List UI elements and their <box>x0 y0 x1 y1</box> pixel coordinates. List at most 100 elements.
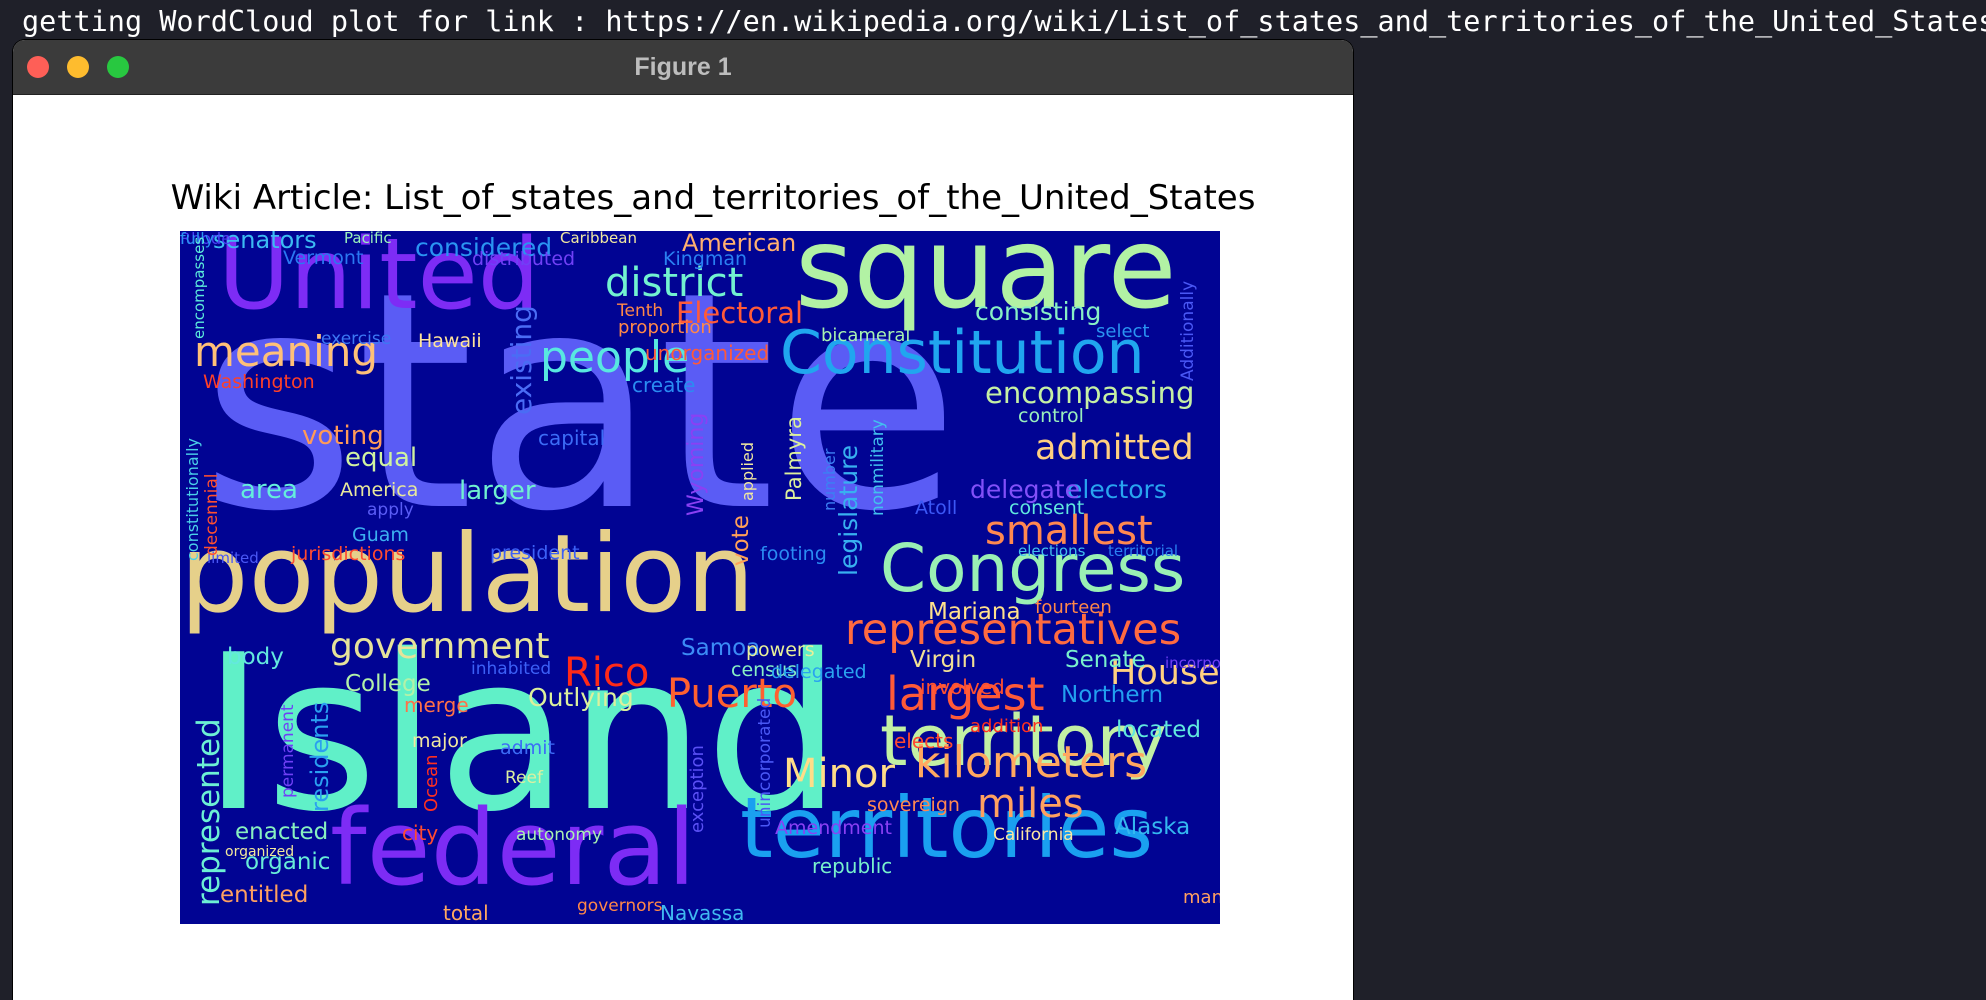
wordcloud-word: fourteen <box>1035 597 1112 618</box>
wordcloud-word: control <box>1018 405 1084 427</box>
window-titlebar[interactable]: Figure 1 <box>13 40 1353 95</box>
wordcloud-word: Tenth <box>617 301 664 321</box>
wordcloud-word: America <box>340 479 419 501</box>
wordcloud-word: Rico <box>564 650 650 696</box>
wordcloud-word: legislature <box>834 444 863 576</box>
wordcloud-word: located <box>1116 717 1201 743</box>
wordcloud-word: elections <box>1018 542 1086 560</box>
wordcloud-word: senators <box>213 231 317 254</box>
wordcloud-word: entitled <box>220 882 309 908</box>
wordcloud-word: territorial <box>1108 542 1179 560</box>
minimize-button[interactable] <box>67 56 89 78</box>
wordcloud-word: organic <box>245 849 331 875</box>
wordcloud-word: exercise <box>321 329 392 349</box>
wordcloud-word: area <box>240 475 298 505</box>
wordcloud-word: Samoa <box>681 635 761 661</box>
wordcloud-word: Washington <box>203 371 315 393</box>
wordcloud-word: Congress <box>880 530 1186 607</box>
wordcloud-word: distributed <box>472 248 576 270</box>
wordcloud-word: bicameral <box>821 325 911 346</box>
wordcloud-word: largest <box>886 667 1045 721</box>
wordcloud-word: delegated <box>771 661 867 683</box>
wordcloud-word: Guam <box>352 524 409 546</box>
wordcloud-word: square <box>795 231 1177 334</box>
wordcloud-word: Northern <box>1061 682 1164 708</box>
wordcloud-word: fully <box>180 231 215 248</box>
wordcloud-word: United <box>218 231 540 332</box>
wordcloud-word: larger <box>459 476 536 506</box>
figure-title: Wiki Article: List_of_states_and_territo… <box>170 178 1256 218</box>
wordcloud-word: census <box>731 659 798 681</box>
wordcloud-word: territories <box>740 779 1154 877</box>
wordcloud-word: proportion <box>618 317 712 338</box>
wordcloud-word: republic <box>812 854 893 878</box>
wordcloud-word: limited <box>207 549 259 567</box>
wordcloud-word: involved <box>920 675 1005 699</box>
wordcloud-word: College <box>345 671 431 697</box>
wordcloud-word: nonmilitary <box>868 419 888 516</box>
wordcloud-word: governors <box>577 896 663 916</box>
wordcloud-word: people <box>540 332 690 383</box>
wordcloud-word: district <box>605 260 744 306</box>
wordcloud-word: constitutionally <box>183 437 202 561</box>
wordcloud-word: population <box>180 512 755 637</box>
wordcloud-word: sovereign <box>867 794 960 816</box>
wordcloud-word: encompasses <box>190 236 208 339</box>
wordcloud-word: jurisdictions <box>291 543 406 565</box>
wordcloud-word: smallest <box>985 508 1153 554</box>
wordcloud-word: major <box>412 730 467 752</box>
wordcloud-word: Amendment <box>775 817 892 839</box>
wordcloud-word: Palmyra <box>782 416 806 501</box>
figure-window: Figure 1 Wiki Article: List_of_states_an… <box>13 40 1353 1000</box>
wordcloud-word: total <box>443 901 489 924</box>
wordcloud-word: exception <box>687 745 708 833</box>
wordcloud-word: Virgin <box>910 647 977 673</box>
close-button[interactable] <box>27 56 49 78</box>
wordcloud-word: federal <box>330 787 696 909</box>
wordcloud-word: body <box>227 644 284 670</box>
wordcloud-word: Senate <box>1065 647 1146 673</box>
wordcloud-word: Minor <box>783 751 895 797</box>
wordcloud-word: consisting <box>975 297 1102 326</box>
wordcloud-word: permanent <box>278 704 298 798</box>
wordcloud-word: Outlying <box>528 683 634 712</box>
wordcloud-word: meaning <box>194 327 379 376</box>
wordcloud-word: American <box>682 231 797 257</box>
terminal-output-line: getting WordCloud plot for link : https:… <box>22 5 1986 38</box>
wordcloud-word: Constitution <box>780 318 1145 388</box>
wordcloud-word: state <box>200 231 960 577</box>
wordcloud-word: Reef <box>505 768 543 788</box>
wordcloud-word: voting <box>302 421 384 451</box>
wordcloud-word: capital <box>538 426 606 450</box>
wordcloud-word: considered <box>415 233 553 262</box>
wordcloud-word: government <box>330 626 550 667</box>
wordcloud-word: California <box>993 825 1074 845</box>
wordcloud-word: Caribbean <box>560 231 637 247</box>
wordcloud-word: Electoral <box>676 296 804 330</box>
wordcloud-word: Additionally <box>1178 280 1198 381</box>
wordcloud-word: incorporated <box>1165 654 1220 672</box>
wordcloud-word: residents <box>306 701 334 812</box>
wordcloud-word: equal <box>345 443 418 473</box>
wordcloud-word: create <box>632 373 696 397</box>
wordcloud-word: mandated <box>1183 887 1220 908</box>
wordcloud-word: unorganized <box>645 341 770 365</box>
wordcloud-word: elects <box>894 729 954 753</box>
wordcloud-word: Mariana <box>928 599 1021 625</box>
wordcloud-word: Wyoming <box>684 412 709 516</box>
wordcloud-word: decennial <box>202 473 222 556</box>
wordcloud-word: Kingman <box>663 248 748 270</box>
wordcloud-word: Ocean <box>421 754 442 812</box>
wordcloud-word: Atoll <box>915 497 958 519</box>
wordcloud-word: select <box>1096 321 1150 342</box>
wordcloud-word: organized <box>225 844 295 860</box>
wordcloud-word: Pacific <box>344 231 392 247</box>
wordcloud-word: powers <box>746 639 815 661</box>
wordcloud-word: apply <box>367 500 414 520</box>
wordcloud-word: inhabited <box>471 659 552 679</box>
zoom-button[interactable] <box>107 56 129 78</box>
wordcloud-word: miles <box>977 781 1084 827</box>
wordcloud-word: House <box>1110 653 1220 693</box>
wordcloud-image: state Island population square United federal… <box>180 231 1220 924</box>
wordcloud-word: city <box>402 821 439 845</box>
